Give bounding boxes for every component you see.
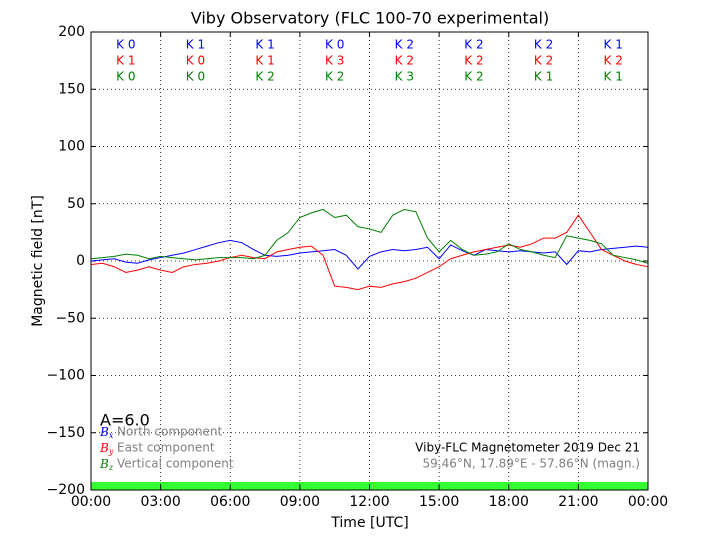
k-index: K 0 [116, 38, 135, 52]
k-index: K 1 [116, 54, 135, 68]
legend-symbol: Bz [99, 457, 114, 473]
y-tick-label: 150 [58, 81, 85, 97]
plot-frame [90, 31, 649, 491]
activity-index: A=6.0 [100, 411, 150, 430]
y-axis-label: Magnetic field [nT] [30, 195, 46, 327]
x-tick-label: 18:00 [489, 494, 529, 510]
y-tick-label: −150 [47, 425, 85, 441]
x-tick-label: 00:00 [71, 494, 111, 510]
y-tick-label: −200 [47, 482, 85, 498]
k-index: K 1 [534, 70, 553, 84]
k-index: K 3 [325, 54, 344, 68]
k-index: K 2 [395, 38, 414, 52]
k-index: K 0 [116, 70, 135, 84]
x-tick-label: 03:00 [140, 494, 180, 510]
y-tick-label: 200 [58, 24, 85, 40]
k-index: K 2 [464, 54, 483, 68]
y-tick-label: 100 [58, 139, 85, 155]
y-tick-label: 0 [76, 253, 85, 269]
series-line [90, 208, 649, 264]
series-line [90, 239, 649, 270]
k-index: K 1 [604, 70, 623, 84]
x-tick-label: 06:00 [210, 494, 250, 510]
series-line [90, 214, 649, 291]
legend-symbol-sub: y [108, 447, 114, 456]
legend-symbol-sub: x [109, 431, 114, 440]
y-tick-label: 50 [67, 196, 85, 212]
k-index: K 1 [255, 54, 274, 68]
k-index: K 2 [534, 54, 553, 68]
legend-label: East component [117, 441, 215, 455]
x-tick-label: 21:00 [558, 494, 598, 510]
y-tick-label: −100 [47, 368, 85, 384]
k-index: K 0 [186, 54, 205, 68]
k-index: K 2 [395, 54, 414, 68]
k-index: K 2 [464, 38, 483, 52]
legend-label: North component [117, 425, 223, 439]
k-index: K 2 [534, 38, 553, 52]
chart-title: Viby Observatory (FLC 100-70 experimenta… [191, 9, 550, 28]
x-tick-label: 15:00 [419, 494, 459, 510]
legend-symbol-sub: z [108, 463, 114, 472]
legend-symbol-base: B [99, 457, 109, 471]
k-index: K 3 [395, 70, 414, 84]
k-index: K 1 [186, 38, 205, 52]
station-label: Viby-FLC Magnetometer 2019 Dec 21 [415, 441, 640, 455]
location-label: 59.46°N, 17.89°E - 57.86°N (magn.) [423, 457, 640, 471]
k-index: K 1 [255, 38, 274, 52]
k-index: K 0 [325, 38, 344, 52]
legend-symbol-base: B [99, 441, 109, 455]
y-tick-label: −50 [55, 310, 85, 326]
k-index: K 0 [186, 70, 205, 84]
x-tick-label: 09:00 [280, 494, 320, 510]
k-index: K 2 [255, 70, 274, 84]
legend-symbol: By [99, 441, 114, 457]
k-index: K 2 [325, 70, 344, 84]
k-index: K 2 [604, 54, 623, 68]
x-tick-label: 00:00 [628, 494, 668, 510]
legend-symbol-base: B [99, 425, 109, 439]
x-axis-label: Time [UTC] [330, 515, 408, 531]
k-index: K 2 [464, 70, 483, 84]
legend-label: Vertical component [117, 457, 234, 471]
k-index: K 1 [604, 38, 623, 52]
legend-symbol: Bx [99, 425, 114, 441]
x-tick-label: 12:00 [349, 494, 389, 510]
